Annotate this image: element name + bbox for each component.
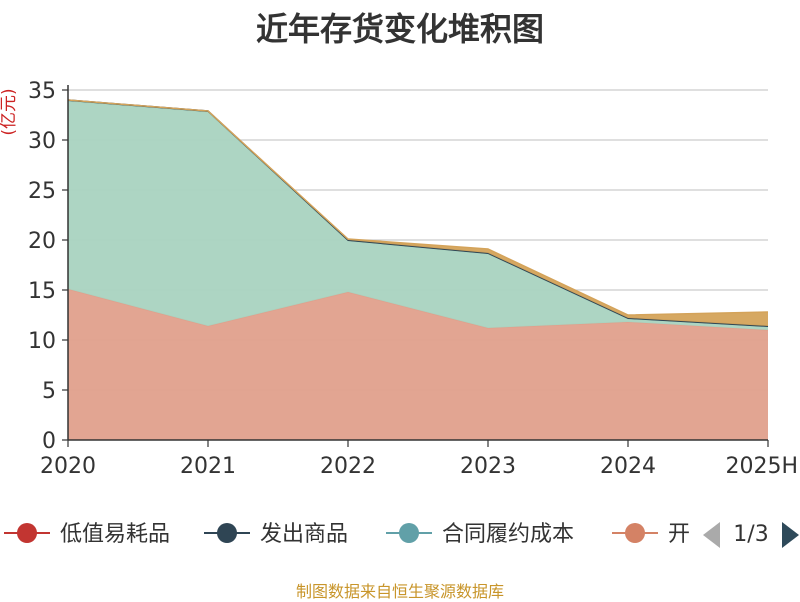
y-axis-unit-label: (亿元) [0,88,19,135]
chart-title: 近年存货变化堆积图 [255,10,544,48]
x-tick-label: 2022 [320,454,376,479]
legend-label: 开 [668,522,690,547]
x-tick-label: 2021 [180,454,236,479]
x-tick-label: 2023 [460,454,516,479]
triangle-left-icon[interactable] [703,522,720,548]
legend-item[interactable]: 低值易耗品 [4,522,170,547]
x-tick-label: 2025H [725,454,798,479]
x-tick-label: 2020 [40,454,96,479]
series-area-开 [68,289,768,440]
y-tick-label: 10 [28,329,56,354]
y-tick-label: 25 [28,179,56,204]
y-tick-label: 20 [28,229,56,254]
legend-label: 合同履约成本 [442,522,574,547]
legend-item[interactable]: 开 [612,522,690,547]
y-tick-label: 5 [42,379,56,404]
legend-circle-icon [625,523,645,543]
series-line-series-3 [67,99,769,316]
y-tick-label: 30 [28,129,56,154]
y-tick-label: 15 [28,279,56,304]
series-area-合同履约成本 [68,101,768,330]
legend-pager: 1/3 [703,522,799,548]
legend-circle-icon [399,523,419,543]
legend-circle-icon [217,523,237,543]
legend-circle-icon [17,523,37,543]
legend-page-indicator: 1/3 [733,522,768,547]
triangle-right-icon[interactable] [782,522,799,548]
y-tick-label: 0 [42,429,56,454]
axis-layer: 0 5 10 15 20 25 30 35 2020 2021 2022 2023 2024 2025H [28,79,798,479]
series-area-layer [67,99,769,440]
x-tick-label: 2024 [600,454,656,479]
legend-item[interactable]: 合同履约成本 [386,522,574,547]
legend-item[interactable]: 发出商品 [204,522,348,547]
y-tick-label: 35 [28,79,56,104]
legend-label: 低值易耗品 [60,522,170,547]
legend: 低值易耗品 发出商品 合同履约成本 开 [4,522,690,547]
legend-label: 发出商品 [260,522,348,547]
data-source-footer: 制图数据来自恒生聚源数据库 [295,582,504,601]
